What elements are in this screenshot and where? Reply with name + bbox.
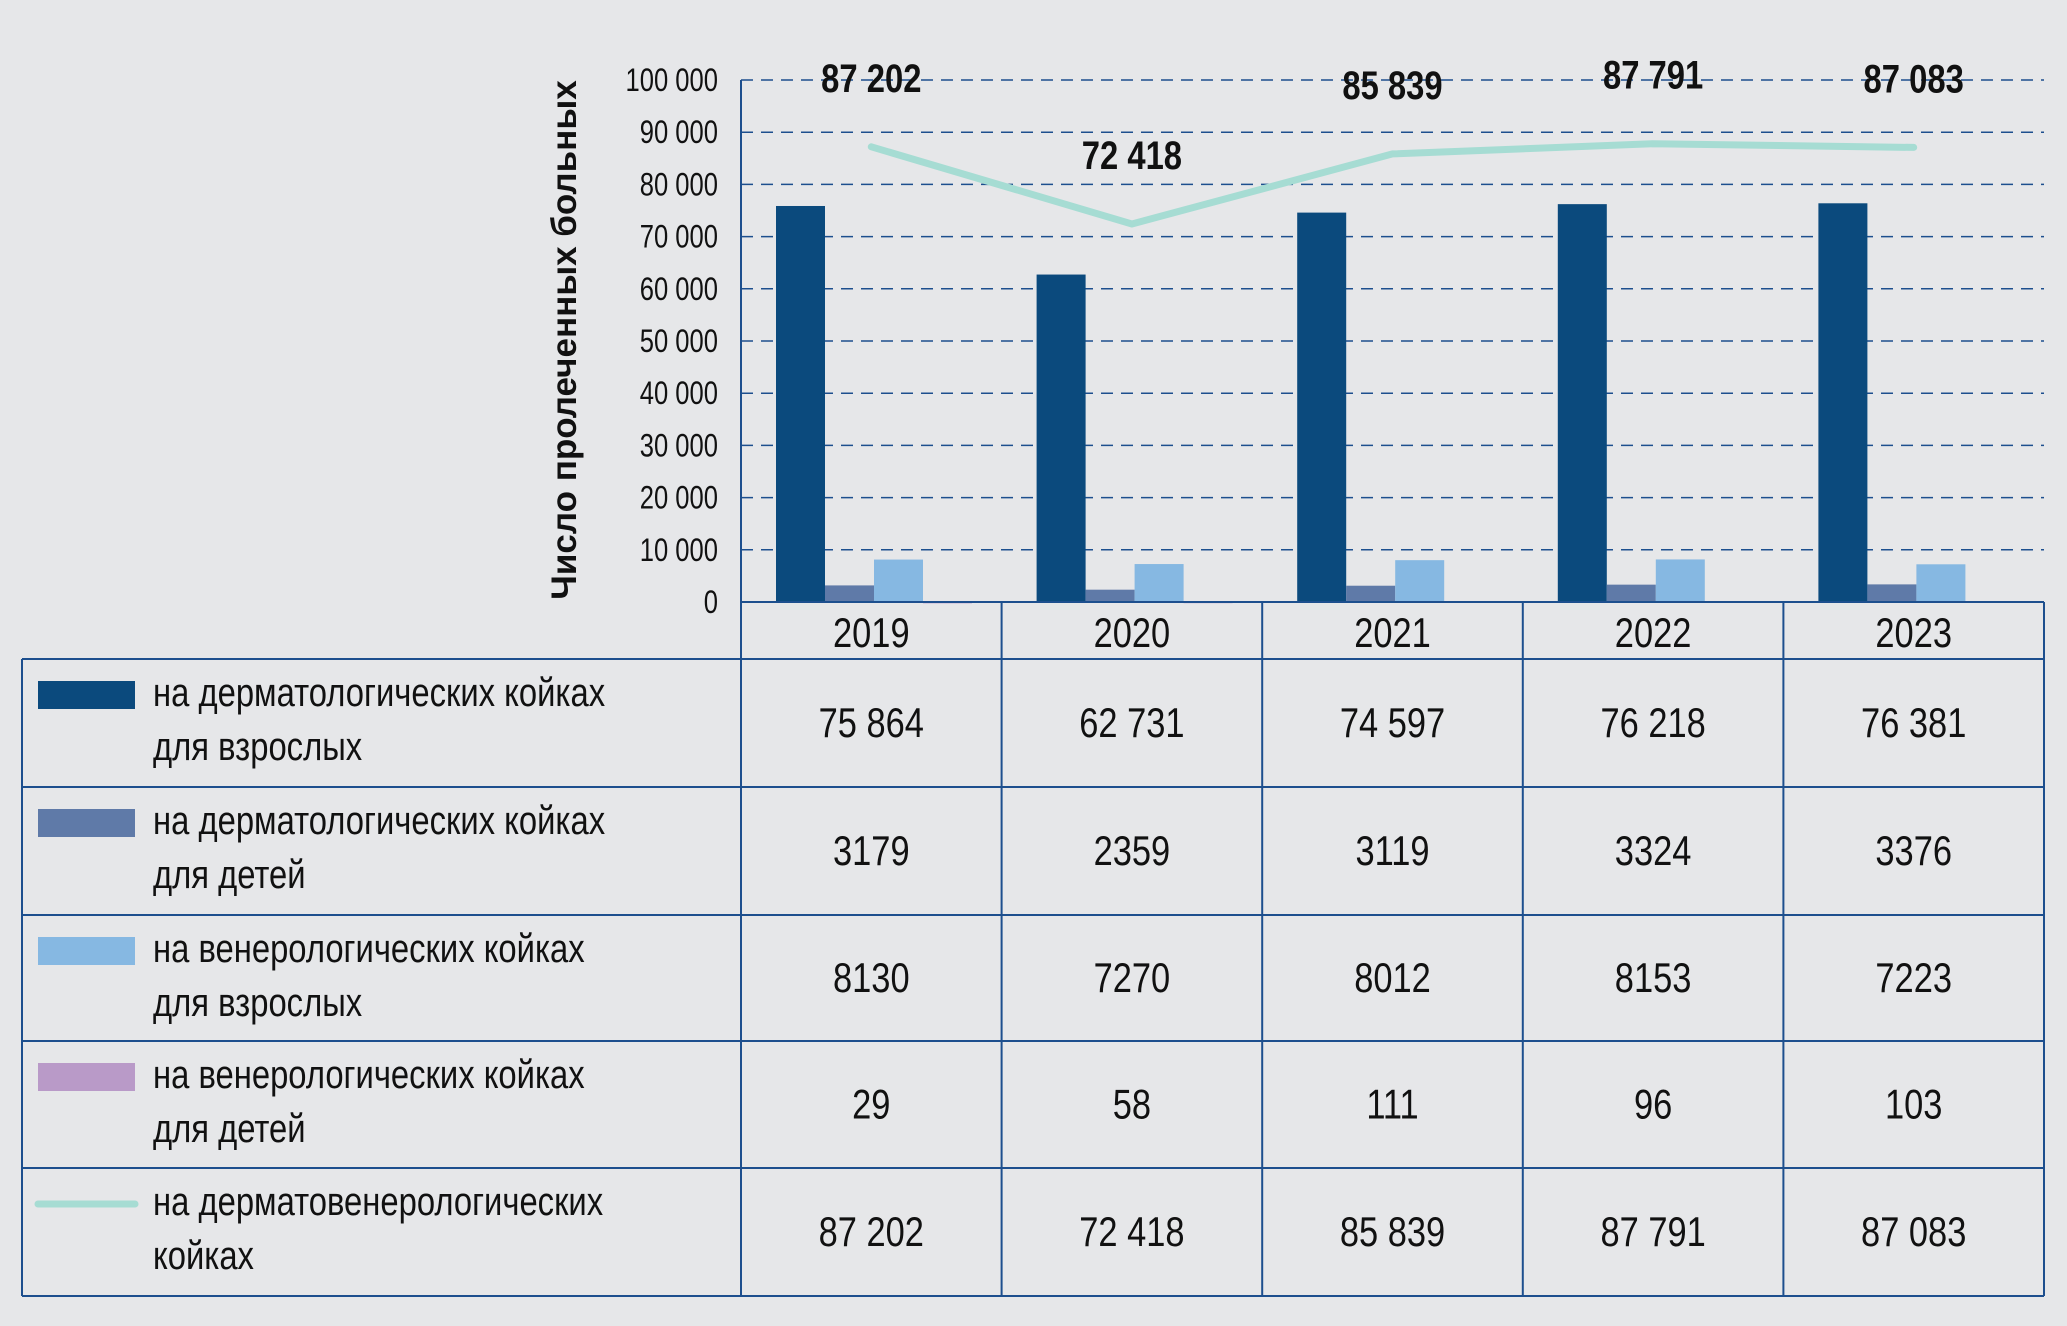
y-tick-label: 80 000 xyxy=(640,168,718,203)
axes: 0 10 000 20 000 30 000 40 000 50 000 60 000 70 … xyxy=(625,63,2044,621)
bar-2023-series-2 xyxy=(1916,564,1966,602)
table-cell-value: 29 xyxy=(852,1081,890,1128)
y-tick-label: 100 000 xyxy=(625,63,718,98)
table-cell-value: 8012 xyxy=(1354,955,1431,1002)
table-cell-value: 76 218 xyxy=(1600,700,1705,747)
table-cell-value: 3179 xyxy=(833,828,910,875)
table-cell-value: 8153 xyxy=(1615,955,1692,1002)
x-tick-label: 2021 xyxy=(1354,610,1431,657)
table-cell-value: 58 xyxy=(1113,1081,1151,1128)
bar-2021-series-0 xyxy=(1297,212,1347,603)
table-cell-value: 7223 xyxy=(1875,955,1952,1002)
table-cell-value: 85 839 xyxy=(1340,1209,1445,1256)
line-data-label: 87 202 xyxy=(821,56,921,101)
legend-swatch-series-0 xyxy=(38,681,135,709)
line-data-label: 72 418 xyxy=(1082,133,1182,178)
y-tick-label: 90 000 xyxy=(640,116,718,151)
bar-2023-series-1 xyxy=(1867,584,1917,602)
x-tick-label: 2023 xyxy=(1875,610,1952,657)
line-data-label: 87 791 xyxy=(1603,53,1703,98)
legend-swatch-series-2 xyxy=(38,937,135,965)
bar-2020-series-0 xyxy=(1036,274,1086,602)
legend-label: на дерматологических койках xyxy=(153,670,605,715)
y-tick-label: 60 000 xyxy=(640,272,718,307)
y-tick-label: 0 xyxy=(704,585,718,620)
legend-label: на венерологических койках xyxy=(153,1052,585,1097)
bar-2019-series-2 xyxy=(874,559,923,602)
y-tick-label: 70 000 xyxy=(640,220,718,255)
legend-label: для детей xyxy=(153,852,306,897)
legend-label: койках xyxy=(153,1233,254,1278)
legend-label: на дерматологических койках xyxy=(153,798,605,843)
bar-2022-series-2 xyxy=(1655,559,1705,602)
table-cell-value: 3376 xyxy=(1875,828,1952,875)
table-cell-value: 87 791 xyxy=(1600,1209,1705,1256)
y-tick-label: 50 000 xyxy=(640,324,718,359)
total-line: 87 202 72 418 85 839 87 791 87 083 xyxy=(821,53,1964,228)
table-cell-value: 96 xyxy=(1634,1081,1672,1128)
bar-2019-series-1 xyxy=(825,585,874,602)
y-tick-label: 30 000 xyxy=(640,429,718,464)
bars xyxy=(776,203,2015,604)
bar-2020-series-2 xyxy=(1134,564,1184,602)
table-cell-value: 103 xyxy=(1885,1081,1942,1128)
table-cell-value: 3119 xyxy=(1355,828,1429,875)
table-cell-value: 87 083 xyxy=(1861,1209,1966,1256)
x-tick-label: 2022 xyxy=(1615,610,1692,657)
table-cell-value: 111 xyxy=(1366,1081,1418,1128)
table-cell-value: 76 381 xyxy=(1861,700,1966,747)
table-cell-value: 8130 xyxy=(833,955,910,1002)
legend-label: на дерматовенерологических xyxy=(153,1179,603,1224)
legend-label: для детей xyxy=(153,1106,306,1151)
bar-2019-series-0 xyxy=(776,205,825,602)
y-tick-label: 10 000 xyxy=(640,533,718,568)
table-cell-value: 62 731 xyxy=(1079,700,1184,747)
bar-2022-series-1 xyxy=(1606,584,1656,602)
table-cell-value: 3324 xyxy=(1615,828,1692,875)
legend-swatch-series-1 xyxy=(38,809,135,837)
legend-label: для взрослых xyxy=(153,724,362,769)
bar-2020-series-1 xyxy=(1085,589,1135,602)
data-table: 2019 2020 2021 2022 2023 на дерматологических… xyxy=(21,602,2045,1297)
line-data-label: 87 083 xyxy=(1864,56,1964,101)
y-tick-label: 40 000 xyxy=(640,377,718,412)
table-cell-value: 2359 xyxy=(1094,828,1171,875)
table-cell-value: 72 418 xyxy=(1079,1209,1184,1256)
table-cell-value: 87 202 xyxy=(819,1209,924,1256)
bar-2021-series-2 xyxy=(1395,560,1445,602)
bar-2022-series-0 xyxy=(1557,204,1607,603)
y-axis-title: Число пролеченных больных xyxy=(545,80,584,600)
line-data-label: 85 839 xyxy=(1342,63,1442,108)
table-cell-value: 75 864 xyxy=(819,700,924,747)
total-line-path xyxy=(867,140,1918,228)
legend-label: для взрослых xyxy=(153,980,362,1025)
x-tick-label: 2019 xyxy=(833,610,910,657)
legend-swatch-series-3 xyxy=(38,1063,135,1091)
bar-2021-series-1 xyxy=(1346,585,1396,602)
table-cell-value: 74 597 xyxy=(1340,700,1445,747)
x-tick-label: 2020 xyxy=(1094,610,1171,657)
table-cell-value: 7270 xyxy=(1094,955,1171,1002)
y-tick-label: 20 000 xyxy=(640,481,718,516)
legend-label: на венерологических койках xyxy=(153,926,585,971)
bar-2023-series-0 xyxy=(1818,203,1868,602)
